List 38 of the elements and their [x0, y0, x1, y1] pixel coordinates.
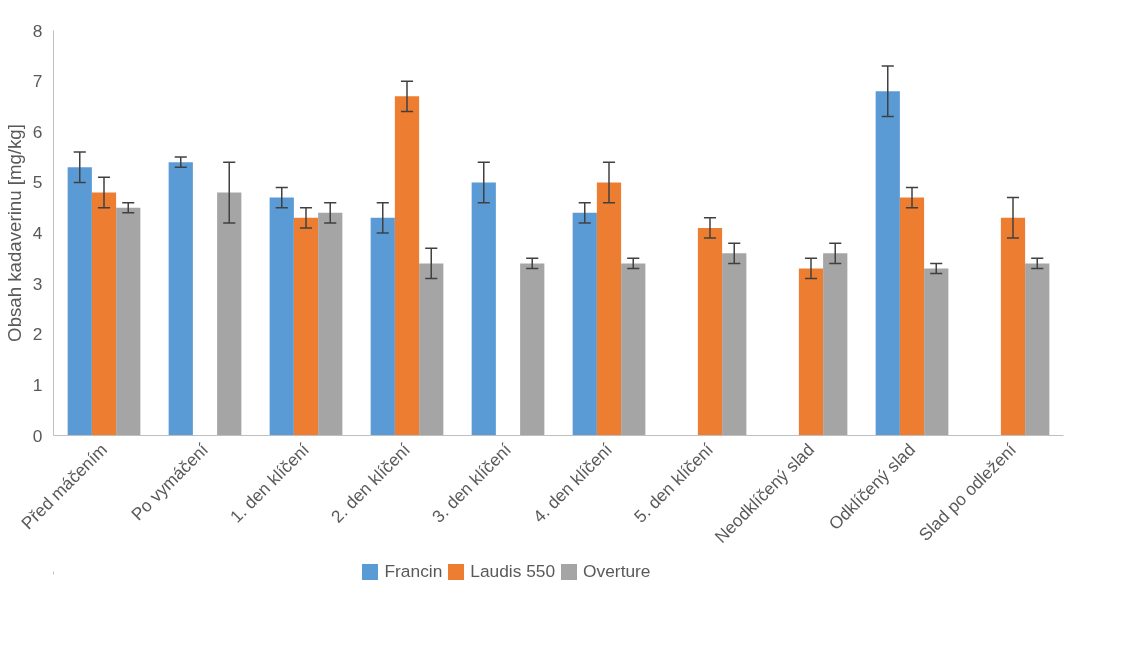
- bar: [572, 212, 597, 436]
- y-tick-label: 2: [32, 324, 43, 345]
- bar: [722, 253, 747, 436]
- bar: [394, 96, 420, 436]
- bar: [269, 197, 294, 436]
- bar: [924, 268, 949, 436]
- bar: [116, 207, 141, 436]
- bar: [370, 217, 395, 436]
- y-tick-label: 5: [32, 172, 43, 193]
- bar: [697, 227, 723, 436]
- y-tick-label: 7: [32, 71, 43, 92]
- bar: [520, 263, 545, 436]
- bar: [318, 212, 343, 436]
- y-tick-label: 1: [32, 374, 43, 395]
- y-tick-label: 4: [32, 223, 43, 243]
- bar: [798, 268, 824, 436]
- bar: [217, 192, 242, 436]
- y-tick-label: 8: [32, 20, 43, 41]
- bar: [168, 162, 193, 436]
- legend-label: Francin: [384, 560, 443, 582]
- bar: [1000, 217, 1026, 436]
- bar: [67, 167, 92, 436]
- y-tick-label: 6: [32, 121, 43, 142]
- bar: [899, 197, 925, 436]
- bar: [823, 253, 848, 436]
- legend-label: Overture: [583, 560, 651, 582]
- y-axis-title: Obsah kadaverinu [mg/kg]: [3, 124, 25, 342]
- legend-label: Laudis 550: [470, 560, 556, 582]
- bar: [91, 192, 117, 436]
- bar: [471, 182, 496, 436]
- y-tick-label: 3: [32, 273, 43, 294]
- bar: [419, 263, 444, 436]
- bar: [621, 263, 646, 436]
- bar: [875, 91, 900, 436]
- bar: [1025, 263, 1050, 436]
- bar: [293, 217, 319, 436]
- bar: [596, 182, 622, 436]
- y-tick-label: 0: [32, 425, 43, 446]
